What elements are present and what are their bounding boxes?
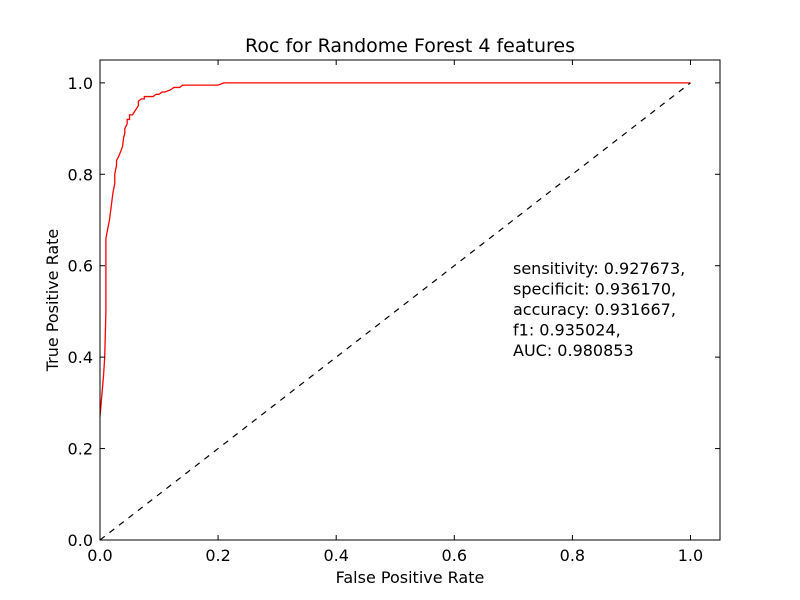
y-tick-label: 0.6 bbox=[68, 257, 93, 276]
metrics-annotation-line: sensitivity: 0.927673, bbox=[513, 259, 685, 278]
x-axis-label: False Positive Rate bbox=[336, 568, 485, 587]
chance-diagonal-line bbox=[100, 82, 691, 540]
y-tick-label: 0.2 bbox=[68, 440, 93, 459]
y-tick-label: 0.0 bbox=[68, 531, 93, 550]
chart-title: Roc for Randome Forest 4 features bbox=[245, 35, 575, 57]
x-tick-label: 0.6 bbox=[442, 546, 467, 565]
metrics-annotation: sensitivity: 0.927673, specificit: 0.9361… bbox=[513, 259, 685, 360]
axes-frame bbox=[99, 59, 721, 541]
x-tick-label: 0.0 bbox=[87, 546, 112, 565]
x-tick-label: 0.8 bbox=[560, 546, 585, 565]
x-tick-label: 1.0 bbox=[678, 546, 703, 565]
y-tick-label: 1.0 bbox=[68, 74, 93, 93]
y-tick-label: 0.8 bbox=[68, 165, 93, 184]
x-tick-label: 0.2 bbox=[205, 546, 230, 565]
roc-curve-line bbox=[100, 82, 691, 417]
metrics-annotation-line: f1: 0.935024, bbox=[513, 321, 621, 340]
metrics-annotation-line: accuracy: 0.931667, bbox=[513, 300, 676, 319]
y-axis-label: True Positive Rate bbox=[43, 229, 62, 373]
y-tick-label: 0.4 bbox=[68, 348, 93, 367]
metrics-annotation-line: AUC: 0.980853 bbox=[513, 341, 634, 360]
x-tick-label: 0.4 bbox=[323, 546, 348, 565]
plot-area bbox=[99, 59, 721, 541]
axis-ticks: 0.0 0.2 0.4 0.6 0.8 1.0 0.0 0.2 0.4 0.6 0.8 1.0 bbox=[68, 60, 720, 565]
metrics-annotation-line: specificit: 0.936170, bbox=[513, 280, 676, 299]
